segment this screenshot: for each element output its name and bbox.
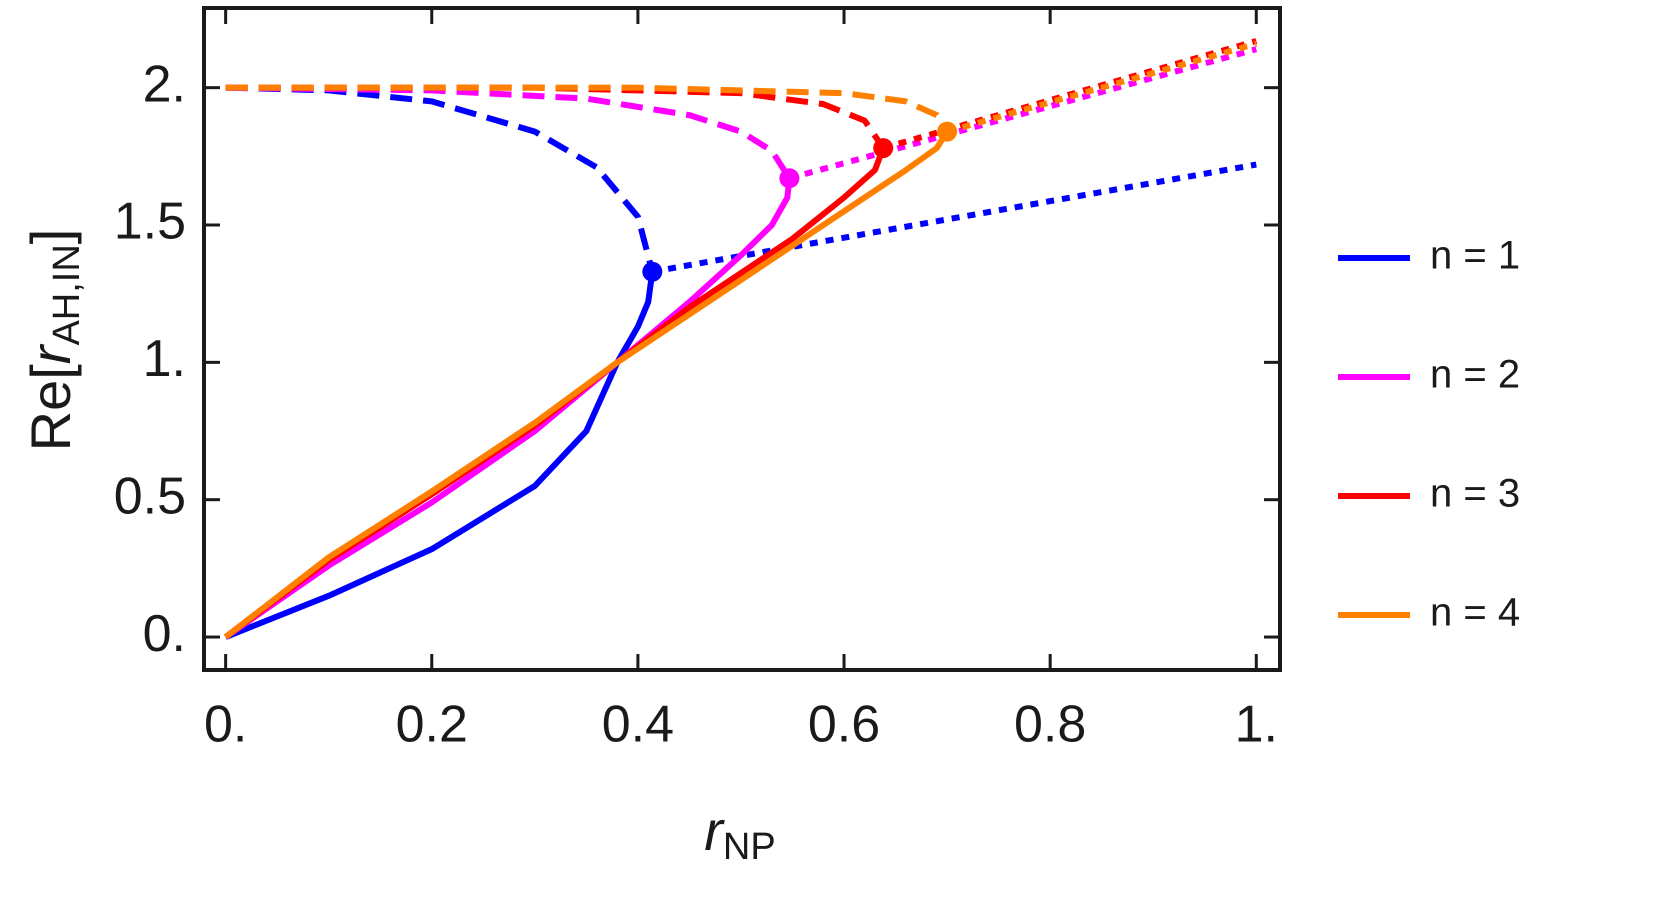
x-tick-label: 0. [204,696,247,754]
y-label-subscript: AH,IN [46,244,88,345]
turning-point [937,121,958,142]
curve-dotted [651,161,1257,275]
legend-label: n = 4 [1430,591,1520,635]
x-tick-label: 0.4 [602,696,674,754]
curve-dashed [225,84,792,180]
turning-point [873,138,894,159]
legend-label: n = 3 [1430,472,1520,516]
x-tick-label: 0.8 [1014,696,1086,754]
x-axis-label: rNP [704,799,775,868]
y-axis-label: Re[rAH,IN] [19,229,88,452]
y-tick-label: 0.5 [114,467,186,525]
curve-dotted [788,46,1258,182]
legend-label: n = 1 [1430,234,1520,278]
y-tick-label: 1.5 [114,193,186,251]
curve-dashed [225,84,656,273]
x-label-symbol: r [704,799,725,862]
plot-frame [202,6,1282,672]
curve-dotted [946,40,1258,135]
x-tick-label: 0.6 [808,696,880,754]
turning-point [779,168,800,189]
x-tick-label: 0.2 [396,696,468,754]
x-label-subscript: NP [723,826,776,868]
y-label-prefix: Re[ [19,364,82,452]
y-label-suffix: ] [19,229,82,245]
y-label-symbol: r [19,343,82,364]
curve-dashed [225,84,950,134]
y-tick-label: 1. [143,330,186,388]
turning-point [642,261,663,282]
curve-solid [224,271,656,640]
curve-solid [223,130,950,640]
legend-label: n = 2 [1430,353,1520,397]
x-tick-label: 1. [1235,696,1278,754]
y-tick-label: 0. [143,605,186,663]
curve-dashed [225,84,886,150]
y-tick-label: 2. [143,55,186,113]
